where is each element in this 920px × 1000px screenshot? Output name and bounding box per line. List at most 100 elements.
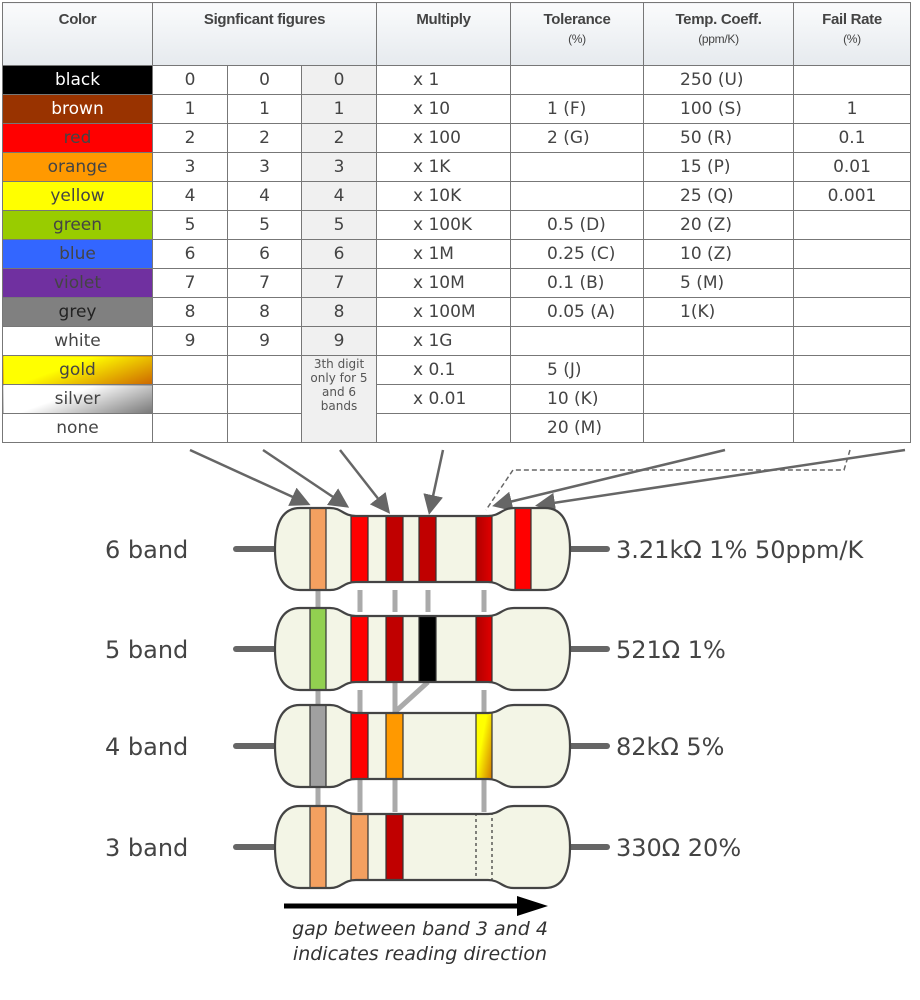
table-row-white: white 9 9 9 x 1G: [2, 326, 911, 356]
digit-3: 8: [301, 297, 377, 327]
multiplier: x 0.1: [376, 355, 511, 385]
temp-coeff: 5 (M): [643, 268, 794, 298]
table-row-black: black 0 0 0 x 1 250 (U): [2, 65, 911, 95]
table-row-green: green 5 5 5 x 100K 0.5 (D) 20 (Z): [2, 210, 911, 240]
multiplier: x 10M: [376, 268, 511, 298]
table-pointer-arrows: [189, 448, 906, 515]
pointer-dashed: [485, 449, 851, 511]
tolerance: [510, 326, 644, 356]
digit-1: 7: [152, 268, 228, 298]
digit-3: 1: [301, 94, 377, 124]
band-4: [418, 608, 437, 690]
color-swatch: black: [2, 65, 153, 95]
resistor-value-label: 330Ω 20%: [616, 834, 741, 862]
band-3: [385, 508, 404, 590]
digit-3: 3: [301, 152, 377, 182]
multiplier: x 100M: [376, 297, 511, 327]
table-row-blue: blue 6 6 6 x 1M 0.25 (C) 10 (Z): [2, 239, 911, 269]
digit-1: 0: [152, 65, 228, 95]
tolerance: 0.5 (D): [510, 210, 644, 240]
band-count-label: 3 band: [105, 834, 188, 862]
multiplier: x 1M: [376, 239, 511, 269]
table-row-gold: gold 3th digit only for 5 and 6 bands x 0.…: [2, 355, 911, 443]
digit-1: [152, 413, 228, 443]
band-5: [475, 705, 493, 787]
fail-rate: 0.001: [793, 181, 911, 211]
pointer-arrow: [423, 449, 445, 515]
temp-coeff: 10 (Z): [643, 239, 794, 269]
pointer-arrow: [339, 449, 391, 514]
tolerance: 5 (J): [510, 355, 644, 385]
tolerance: [510, 181, 644, 211]
band-3: [385, 806, 404, 888]
tolerance: 0.05 (A): [510, 297, 644, 327]
fail-rate: [793, 384, 911, 414]
header-failrate: Fail Rate (%): [793, 2, 911, 66]
digit-2: 1: [227, 94, 302, 124]
resistor-4: 3 band 330Ω 20%: [105, 804, 741, 890]
temp-coeff: [643, 413, 794, 443]
fail-rate: [793, 355, 911, 385]
temp-coeff: 15 (P): [643, 152, 794, 182]
fail-rate: 0.1: [793, 123, 911, 153]
band-2: [350, 705, 369, 787]
table-row-orange: orange 3 3 3 x 1K 15 (P) 0.01: [2, 152, 911, 182]
digit-3: 9: [301, 326, 377, 356]
resistor-3: 4 band 82kΩ 5%: [105, 703, 724, 789]
pointer-arrow: [189, 448, 311, 506]
multiplier: [376, 413, 511, 443]
fail-rate: 0.01: [793, 152, 911, 182]
fail-rate: [793, 413, 911, 443]
digit-1: 4: [152, 181, 228, 211]
color-swatch: yellow: [2, 181, 153, 211]
band-1: [309, 608, 327, 690]
color-code-table: Color Signficant figures Multiply Tolera…: [2, 2, 911, 443]
band-1: [309, 806, 327, 888]
digit-2: 6: [227, 239, 302, 269]
caption-line-2: indicates reading direction: [293, 943, 547, 965]
table-row-red: red 2 2 2 x 100 2 (G) 50 (R) 0.1: [2, 123, 911, 153]
digit-2: 0: [227, 65, 302, 95]
digit-3: 5: [301, 210, 377, 240]
multiplier: x 1K: [376, 152, 511, 182]
multiplier: x 10K: [376, 181, 511, 211]
header-tempco: Temp. Coeff. (ppm/K): [643, 2, 794, 66]
tolerance: 2 (G): [510, 123, 644, 153]
multiplier: x 1: [376, 65, 511, 95]
band-2: [350, 508, 369, 590]
fail-rate: 1: [793, 94, 911, 124]
digit-1: 9: [152, 326, 228, 356]
digit-3: 2: [301, 123, 377, 153]
band-4: [418, 508, 437, 590]
pointer-arrow: [492, 448, 726, 512]
band-count-label: 4 band: [105, 733, 188, 761]
band-5: [475, 508, 493, 590]
digit-1: 2: [152, 123, 228, 153]
color-swatch: orange: [2, 152, 153, 182]
band-2: [350, 608, 369, 690]
color-swatch: violet: [2, 268, 153, 298]
band-3: [385, 608, 404, 690]
color-swatch: gold: [2, 355, 153, 385]
temp-coeff: [643, 326, 794, 356]
temp-coeff: 50 (R): [643, 123, 794, 153]
band-5: [475, 608, 493, 690]
color-swatch: silver: [2, 384, 153, 414]
table-row-brown: brown 1 1 1 x 10 1 (F) 100 (S) 1: [2, 94, 911, 124]
color-swatch: white: [2, 326, 153, 356]
color-swatch: grey: [2, 297, 153, 327]
band-6: [514, 508, 532, 590]
digit-1: 1: [152, 94, 228, 124]
header-color: Color: [2, 2, 153, 66]
digit-2: 3: [227, 152, 302, 182]
color-swatch: none: [2, 413, 153, 443]
fail-rate: [793, 326, 911, 356]
digit-3: 7: [301, 268, 377, 298]
resistor-1: 6 band 3.21kΩ 1% 50ppm/K: [105, 506, 864, 592]
resistor-body: [275, 806, 570, 888]
table-row-none: none 20 (M): [2, 413, 911, 443]
digit-3: 4: [301, 181, 377, 211]
resistor-value-label: 521Ω 1%: [616, 636, 726, 664]
header-row: Color Signficant figures Multiply Tolera…: [2, 2, 911, 66]
caption-line-1: gap between band 3 and 4: [292, 918, 548, 940]
